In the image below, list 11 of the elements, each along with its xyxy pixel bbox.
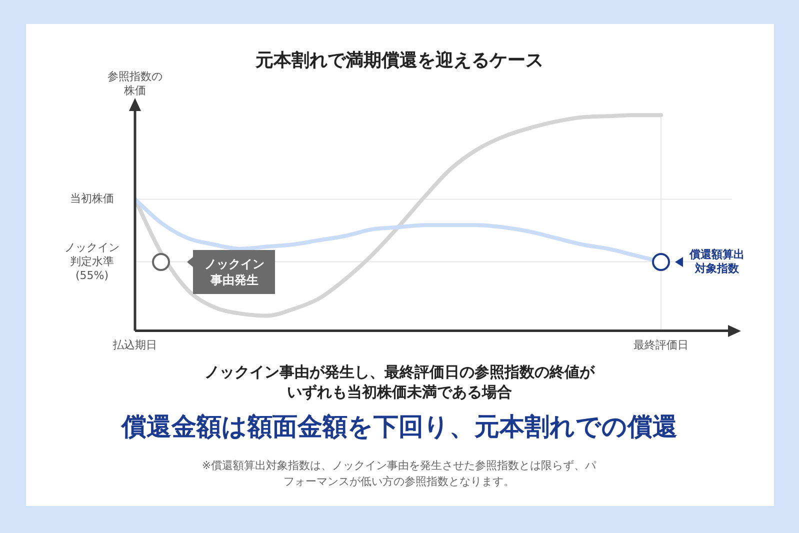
chart-title: 元本割れで満期償還を迎えるケース — [256, 50, 544, 71]
text: 償還額算出対象指数 — [688, 248, 746, 276]
y-axis-title: 参照指数の株価 — [106, 70, 164, 98]
text: 償還金額は額面金額を下回り、元本割れでの償還 — [120, 411, 678, 443]
ref-line-label: 当初株価 — [69, 192, 115, 206]
ref-line-label: ノックイン判定水準(55%) — [64, 240, 120, 283]
text: ※償還額算出対象指数は、ノックイン事由を発生させた参照指数とは限らず、パフォーマンスが低い方の参照指数となります。 — [201, 458, 597, 490]
x-tick-label: 払込期日 — [112, 338, 157, 352]
text: ノックイン事由が発生し、最終評価日の参照指数の終値がいずれも当初株価未満である場合 — [204, 362, 596, 402]
x-tick-label: 最終評価日 — [634, 338, 689, 352]
annotation: ノックイン事由発生 — [193, 250, 276, 294]
